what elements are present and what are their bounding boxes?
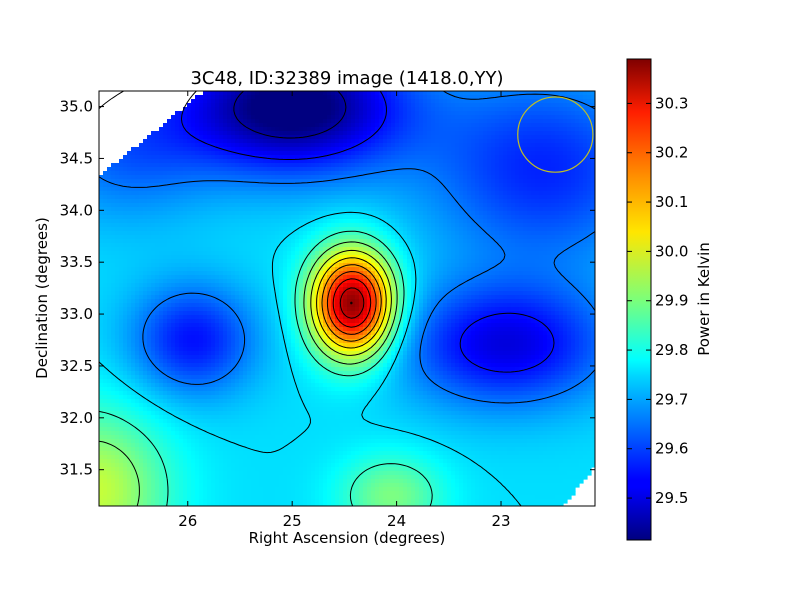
contour-line <box>339 287 365 319</box>
contour-line <box>326 271 377 335</box>
colorbar-tick-label: 30.1 <box>655 193 688 211</box>
contour-lines <box>99 91 595 506</box>
y-tick-label: 33.0 <box>60 305 93 323</box>
colorbar-tick-label: 30.2 <box>655 144 688 162</box>
contour-line <box>99 211 522 506</box>
y-tick-label: 31.5 <box>60 461 93 479</box>
x-tick-label: 25 <box>283 512 302 530</box>
plot-frame <box>98 90 596 507</box>
y-axis-label: Declination (degrees) <box>33 217 51 379</box>
colorbar-tick-label: 29.5 <box>655 489 688 507</box>
colorbar <box>627 59 651 540</box>
contour-line <box>99 91 595 404</box>
contour-line <box>316 257 387 349</box>
beam-circle <box>517 96 594 173</box>
colorbar-frame <box>626 58 652 541</box>
colorbar-tick-label: 29.8 <box>655 341 688 359</box>
x-axis-ticks: 26 25 24 23 <box>178 91 511 530</box>
contour-line <box>99 241 398 506</box>
y-tick-label: 34.0 <box>60 201 93 219</box>
chart-title: 3C48, ID:32389 image (1418.0,YY) <box>190 68 503 89</box>
x-axis-label: Right Ascension (degrees) <box>249 529 446 547</box>
contour-line <box>181 91 555 373</box>
contour-line <box>321 264 382 342</box>
y-axis-ticks: 31.5 32.0 32.5 33.0 33.5 34.0 34.5 35.0 <box>60 98 595 479</box>
heatmap <box>99 91 595 506</box>
y-tick-label: 32.0 <box>60 409 93 427</box>
x-tick-label: 24 <box>387 512 406 530</box>
y-tick-label: 33.5 <box>60 253 93 271</box>
colorbar-ticks: 29.5 29.6 29.7 29.8 29.9 30.0 30.1 30.2 30.3 <box>627 94 688 507</box>
colorbar-tick-label: 30.3 <box>655 94 688 112</box>
y-tick-label: 34.5 <box>60 149 93 167</box>
colorbar-tick-label: 29.6 <box>655 440 688 458</box>
colorbar-tick-label: 30.0 <box>655 242 688 260</box>
y-tick-label: 32.5 <box>60 357 93 375</box>
y-tick-label: 35.0 <box>60 98 93 116</box>
colorbar-tick-label: 29.9 <box>655 292 688 310</box>
contour-line <box>332 278 372 328</box>
contour-line <box>99 230 433 506</box>
contour-line <box>310 249 392 356</box>
contour-line <box>233 91 347 139</box>
x-tick-label: 26 <box>178 512 197 530</box>
contour-line <box>350 301 353 305</box>
x-tick-label: 23 <box>491 512 510 530</box>
colorbar-tick-label: 29.7 <box>655 390 688 408</box>
colorbar-label: Power in Kelvin <box>695 242 713 356</box>
